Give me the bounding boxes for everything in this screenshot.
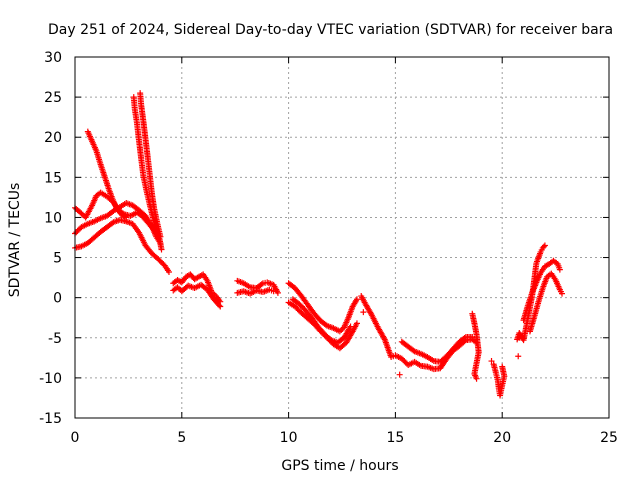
data-points: [72, 90, 566, 399]
data-point-marker: [165, 268, 172, 275]
data-point-marker: [123, 214, 130, 221]
data-point-marker: [556, 266, 563, 273]
plot-frame: [74, 56, 610, 419]
data-point-marker: [158, 246, 165, 253]
x-tick-label: 25: [600, 430, 618, 446]
y-tick-label: 30: [44, 50, 62, 66]
x-tick-label: 15: [386, 430, 404, 446]
y-tick-label: -5: [48, 331, 62, 347]
data-point-marker: [540, 243, 547, 250]
data-point-marker: [515, 353, 522, 360]
x-axis-ticks: 0 5 10 15 20 25: [71, 57, 618, 446]
y-tick-label: 15: [44, 170, 62, 186]
y-tick-label: -15: [39, 411, 62, 427]
data-point-marker: [216, 302, 223, 309]
data-point-marker: [541, 242, 548, 249]
data-point-marker: [469, 333, 476, 340]
data-point-marker: [217, 303, 224, 310]
y-tick-label: 20: [44, 130, 62, 146]
data-point-marker: [360, 309, 367, 316]
data-point-marker: [258, 281, 265, 288]
data-point-marker: [157, 233, 164, 240]
data-point-marker: [353, 320, 360, 327]
chart-title: Day 251 of 2024, Sidereal Day-to-day VTE…: [48, 22, 613, 38]
y-axis-title: SDTVAR / TECUs: [7, 183, 23, 298]
y-tick-label: -10: [39, 371, 62, 387]
y-tick-label: 5: [53, 251, 62, 267]
x-tick-label: 20: [493, 430, 511, 446]
data-point-marker: [270, 288, 277, 295]
data-point-marker: [559, 290, 566, 297]
data-point-marker: [473, 375, 480, 382]
data-point-marker: [488, 358, 495, 365]
data-point-marker: [499, 363, 506, 370]
data-point-marker: [461, 334, 468, 341]
x-tick-label: 5: [177, 430, 186, 446]
x-tick-label: 0: [71, 430, 80, 446]
data-point-marker: [353, 296, 360, 303]
y-tick-label: 10: [44, 210, 62, 226]
x-axis-title: GPS time / hours: [281, 458, 398, 474]
data-point-marker: [516, 334, 523, 341]
data-point-marker: [274, 289, 281, 296]
data-point-marker: [347, 323, 354, 330]
y-tick-label: 0: [53, 291, 62, 307]
y-tick-label: 25: [44, 90, 62, 106]
x-tick-label: 10: [280, 430, 298, 446]
data-point-marker: [396, 371, 403, 378]
y-axis-ticks: -15 -10 -5 0 5 10 15 20 25 30: [39, 50, 609, 427]
